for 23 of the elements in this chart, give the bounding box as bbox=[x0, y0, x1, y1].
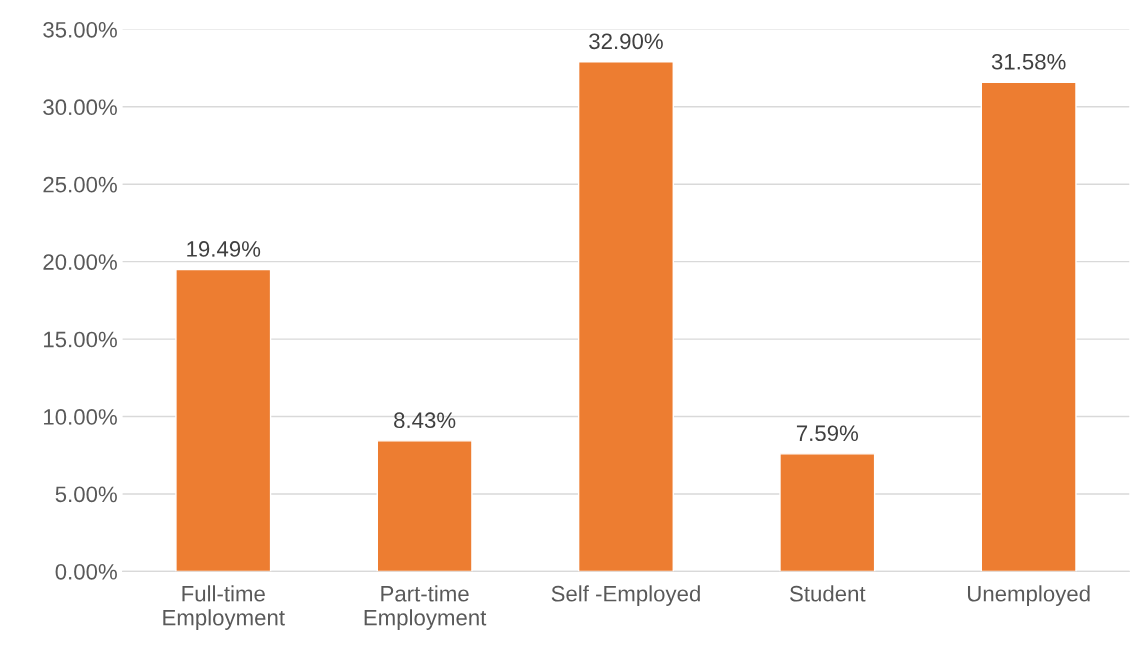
data-label: 8.43% bbox=[394, 412, 456, 429]
x-tick-label: Self -Employed bbox=[551, 585, 700, 606]
y-tick-label: 15.00% bbox=[44, 331, 117, 348]
x-tick-label: Unemployed bbox=[967, 585, 1090, 606]
y-tick-label: 0.00% bbox=[55, 563, 117, 580]
y-tick-label: 30.00% bbox=[43, 99, 117, 116]
bar bbox=[175, 268, 272, 572]
bar bbox=[376, 440, 473, 572]
y-tick-label: 5.00% bbox=[55, 486, 117, 503]
data-label: 32.90% bbox=[589, 33, 663, 50]
data-label: 7.59% bbox=[796, 425, 859, 442]
bar bbox=[980, 81, 1077, 572]
x-tick-label: Full-time Employment bbox=[163, 585, 285, 630]
bar bbox=[577, 61, 674, 572]
y-tick-label: 10.00% bbox=[44, 409, 117, 425]
x-tick-label: Part-time Employment bbox=[364, 585, 487, 630]
bar bbox=[779, 453, 876, 572]
x-tick-label: Student bbox=[790, 585, 866, 602]
data-label: 19.49% bbox=[187, 241, 261, 257]
data-label: 31.58% bbox=[991, 53, 1066, 70]
y-tick-label: 35.00% bbox=[43, 21, 117, 38]
y-tick-label: 25.00% bbox=[43, 176, 117, 193]
y-tick-label: 20.00% bbox=[43, 254, 117, 270]
